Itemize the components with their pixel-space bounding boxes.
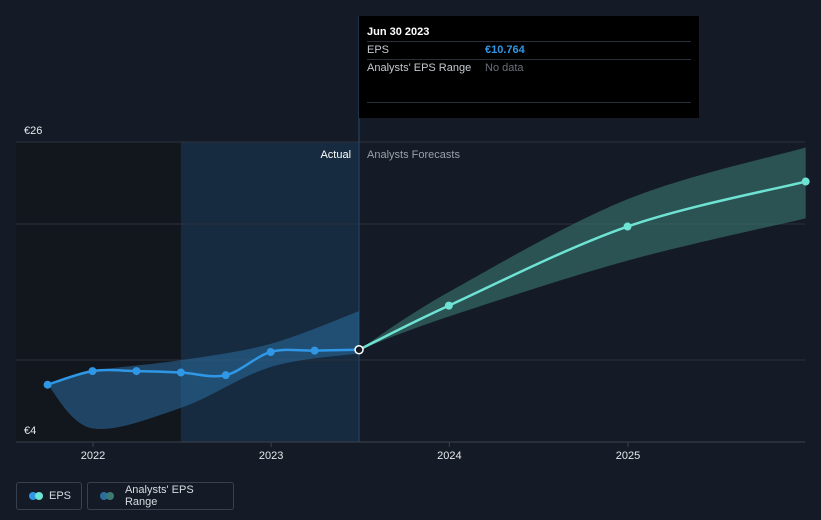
x-tick-label-2022: 2022 [81,450,105,462]
eps-forecast-point-2 [801,177,810,186]
eps-actual-point-2 [132,367,141,376]
legend-eps-toggle[interactable]: EPS [16,482,82,510]
range-legend-icon [100,491,117,501]
eps-actual-point-3 [176,368,185,377]
tooltip-eps-row: EPS €10.764 [367,41,691,59]
y-tick-label-bottom: €4 [24,425,36,437]
actual-region [180,142,360,442]
x-tick-label-2024: 2024 [437,450,461,462]
eps-range-band-actual [47,311,360,430]
tooltip-eps-label: EPS [367,44,390,56]
tooltip-eps-value: €10.764 [485,44,525,56]
eps-actual-point-5 [266,348,275,356]
legend-range-label: Analysts' EPS Range [124,484,194,508]
eps-forecast-line [358,180,806,351]
forecast-region-label: Analysts Forecasts [367,149,460,161]
eps-actual-point-1 [88,367,97,376]
tooltip-range-row: Analysts' EPS Range No data [367,59,691,77]
eps-forecast-point-0 [444,301,453,310]
eps-actual-point-0 [43,380,52,389]
tooltip: Jun 30 2023 EPS €10.764 Analysts' EPS Ra… [359,16,699,118]
tooltip-date: Jun 30 2023 [367,26,430,38]
eps-actual-point-6 [310,346,319,355]
y-tick-label-top: €26 [24,125,42,137]
eps-actual-point-4 [221,371,230,380]
actual-region-label: Actual [320,149,351,161]
eps-forecast-point-1 [623,222,632,231]
legend-range-toggle[interactable]: Analysts' EPS Range [87,482,234,510]
x-tick-label-2023: 2023 [259,450,283,462]
tooltip-divider [367,102,691,103]
eps-actual-point-7 [354,345,364,355]
tooltip-range-value: No data [485,62,524,74]
eps-legend-icon [29,491,43,501]
x-tick-label-2025: 2025 [616,450,640,462]
eps-range-band-forecast [359,147,806,350]
legend-eps-label: EPS [48,490,71,502]
tooltip-range-label: Analysts' EPS Range [367,62,472,74]
